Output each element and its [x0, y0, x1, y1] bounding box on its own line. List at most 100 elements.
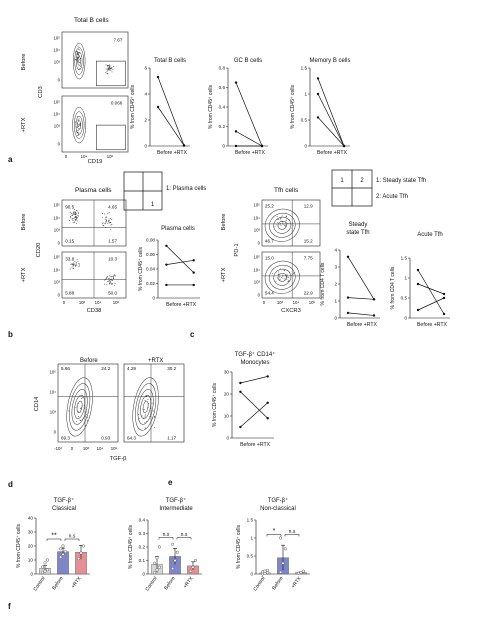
axis-tick-label: 10³: [277, 300, 284, 305]
y-tick-label: 0.1: [139, 558, 146, 563]
data-point: [41, 565, 45, 569]
flow-event: [75, 406, 77, 408]
flow-event: [107, 66, 109, 68]
flow-event: [279, 276, 281, 278]
density-contour: [75, 115, 83, 135]
y-tick-label: 0.5: [401, 296, 408, 301]
density-contour: [66, 377, 93, 437]
x-tick-label: Control: [32, 576, 46, 593]
flow-event: [280, 217, 282, 219]
chart-title-line: state Tfh: [346, 230, 369, 236]
flow-event: [141, 415, 143, 417]
flow-event: [282, 277, 284, 279]
panel-letter-a: a: [8, 155, 13, 164]
flow-event: [286, 215, 288, 217]
flow-event: [153, 416, 155, 417]
density-contour: [140, 394, 152, 419]
axis-tick-label: 0: [63, 300, 66, 305]
gate-percentage: 15.2: [304, 238, 313, 243]
line-chart: [226, 67, 268, 148]
flow-event: [70, 216, 72, 218]
flow-event: [78, 416, 80, 418]
flow-event: [78, 53, 80, 55]
flow-event: [292, 225, 294, 227]
axis-label: CXCR3: [281, 308, 301, 314]
flow-event: [109, 67, 111, 69]
axis-tick-label: -10³: [54, 446, 62, 451]
flow-event: [79, 124, 81, 126]
chart-title: GC B cells: [234, 58, 262, 64]
axis-tick-label: 0: [58, 241, 61, 246]
axis-tick-label: 10⁵: [53, 100, 60, 105]
y-tick-label: 40: [28, 516, 34, 521]
flow-event: [85, 415, 87, 417]
y-tick-label: 6: [144, 66, 147, 71]
y-axis-label: % from CD45⁺ cells: [290, 84, 296, 129]
flow-event: [77, 45, 79, 47]
y-tick-label: 20: [28, 544, 34, 549]
flow-event: [154, 416, 156, 418]
data-point: [189, 569, 193, 573]
flow-event: [110, 69, 112, 71]
flow-event: [68, 410, 70, 412]
axis-tick-label: 10⁵: [309, 300, 316, 305]
density-contour: [135, 383, 157, 431]
data-point: [281, 561, 285, 565]
flow-event: [111, 283, 113, 285]
flow-event: [112, 278, 114, 279]
gate-percentage: 15.0: [265, 255, 274, 260]
flow-event: [112, 68, 114, 70]
flow-event: [78, 52, 80, 54]
flow-event: [146, 395, 147, 397]
y-tick-label: 0.2: [139, 545, 146, 550]
flow-event: [77, 411, 79, 413]
y-axis-label: % from CD45⁺ cells: [236, 524, 242, 569]
flow-event: [102, 223, 104, 225]
series-line: [157, 76, 185, 146]
series-line: [235, 82, 263, 147]
flow-event: [286, 222, 288, 224]
flow-event: [74, 211, 76, 213]
flow-event: [86, 420, 88, 422]
axis-label: CD19: [88, 159, 103, 165]
flow-event: [79, 49, 81, 51]
line-chart: [308, 67, 350, 148]
flow-event: [80, 408, 82, 410]
data-point: [266, 401, 269, 404]
data-point: [61, 544, 65, 548]
data-point: [239, 390, 242, 393]
density-contour: [72, 106, 87, 144]
flow-d-before: [57, 363, 119, 443]
axis-tick-label: 10⁴: [95, 300, 102, 305]
flow-event: [75, 265, 77, 267]
row-label: +RTX: [21, 117, 27, 132]
flow-event: [284, 278, 286, 280]
data-point: [346, 311, 350, 315]
data-point: [239, 381, 242, 385]
flow-event: [277, 222, 279, 224]
data-point: [81, 544, 85, 548]
flow-title: Plasma cells: [75, 187, 112, 194]
flow-event: [75, 213, 77, 215]
flow-event: [76, 216, 78, 218]
x-tick-label: Before +RTX: [417, 322, 448, 328]
flow-event: [105, 64, 107, 66]
data-point: [192, 259, 195, 262]
chart-title-line: TGF-β⁺: [166, 497, 187, 504]
flow-event: [78, 212, 80, 214]
flow-event: [112, 275, 114, 277]
gate-percentage: 54.4: [265, 290, 274, 295]
y-tick-label: 30: [224, 370, 230, 375]
data-point: [265, 568, 269, 572]
axis-tick-label: 10⁴: [293, 300, 300, 305]
flow-event: [279, 217, 281, 219]
flow-event: [280, 220, 282, 222]
chart-title: Acute Tfh: [417, 232, 443, 238]
quadrant-legend-label: 1: Plasma cells: [166, 186, 206, 192]
line-chart: [408, 257, 450, 319]
flow-event: [287, 277, 289, 279]
axis-tick-label: 10⁴: [81, 154, 88, 159]
y-tick-label: 0.02: [146, 281, 155, 286]
flow-event: [147, 399, 149, 401]
x-tick-label: Before +RTX: [347, 322, 378, 328]
